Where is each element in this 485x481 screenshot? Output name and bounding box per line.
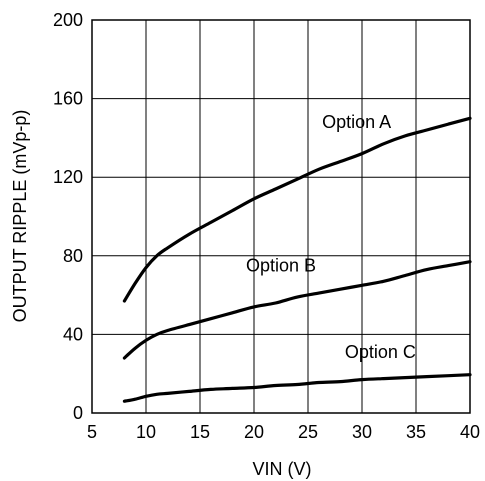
x-tick-label: 15 bbox=[190, 422, 210, 442]
annotation-option-c: Option C bbox=[345, 342, 416, 362]
series-lines bbox=[122, 116, 472, 403]
x-tick-labels: 5 10 15 20 25 30 35 40 bbox=[87, 422, 480, 442]
x-tick-label: 20 bbox=[244, 422, 264, 442]
x-tick-label: 35 bbox=[406, 422, 426, 442]
x-tick-label: 30 bbox=[352, 422, 372, 442]
x-tick-label: 25 bbox=[298, 422, 318, 442]
series-line-option-a bbox=[122, 116, 472, 303]
y-tick-label: 200 bbox=[53, 10, 83, 30]
y-tick-label: 40 bbox=[63, 324, 83, 344]
y-axis-label: OUTPUT RIPPLE (mVp-p) bbox=[10, 110, 30, 323]
y-tick-label: 80 bbox=[63, 246, 83, 266]
annotation-option-b: Option B bbox=[246, 256, 316, 276]
x-tick-label: 40 bbox=[460, 422, 480, 442]
annotation-option-a: Option A bbox=[322, 112, 391, 132]
y-tick-label: 0 bbox=[73, 403, 83, 423]
x-tick-label: 10 bbox=[136, 422, 156, 442]
x-tick-label: 5 bbox=[87, 422, 97, 442]
series-line-option-b bbox=[122, 260, 472, 360]
series-line-option-c bbox=[122, 373, 472, 403]
plot-frame bbox=[91, 19, 471, 414]
y-tick-label: 160 bbox=[53, 89, 83, 109]
y-tick-label: 120 bbox=[53, 167, 83, 187]
x-axis-label: VIN (V) bbox=[252, 459, 311, 479]
series-annotations: Option A Option B Option C bbox=[246, 112, 416, 362]
y-tick-labels: 0 40 80 120 160 200 bbox=[53, 10, 83, 423]
